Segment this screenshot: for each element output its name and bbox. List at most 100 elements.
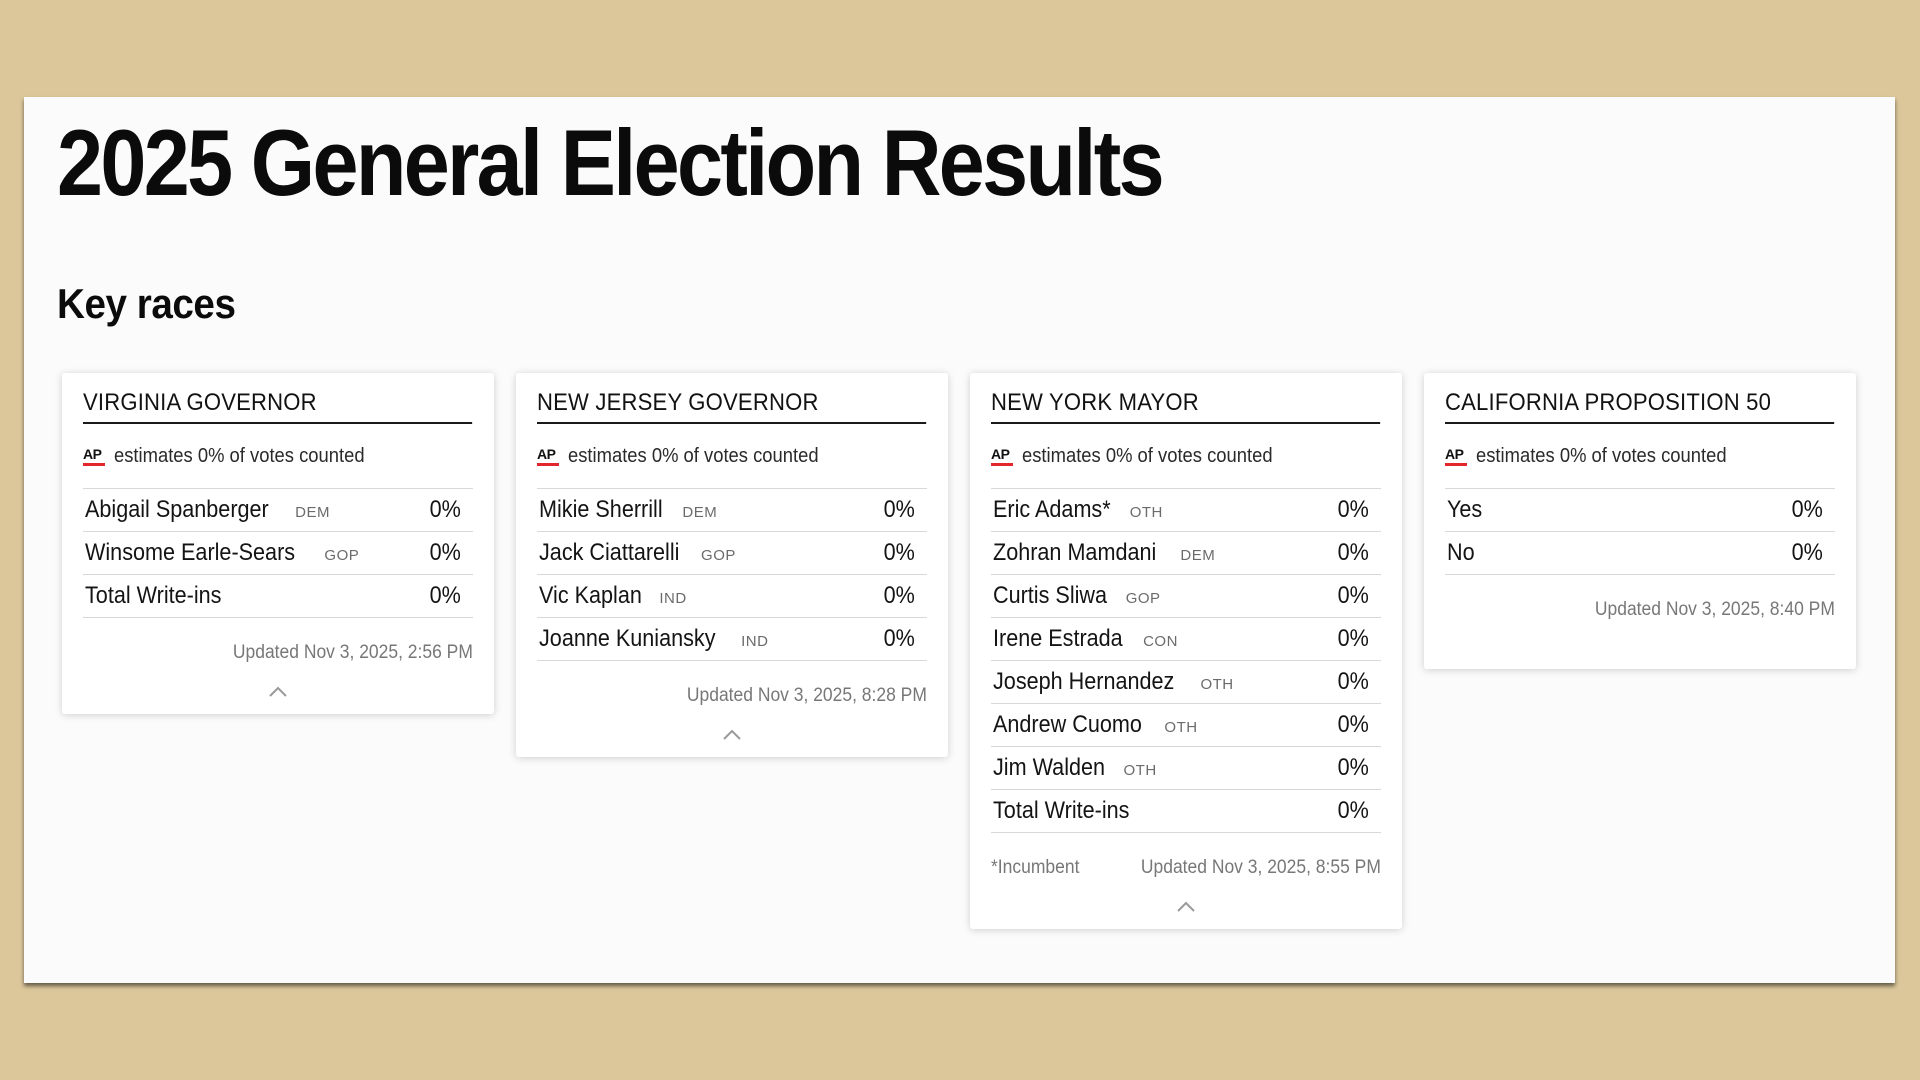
updated-line: Updated Nov 3, 2025, 2:56 PM [83,618,473,688]
candidate-percent: 0% [1791,496,1824,523]
candidate-name: Jim Walden [993,754,1106,781]
page-title: 2025 General Election Results [57,110,1165,215]
ap-estimate-text: estimates 0% of votes counted [114,444,365,467]
ap-estimate-line: AP estimates 0% of votes counted [83,424,473,489]
candidate-percent: 0% [1791,539,1824,566]
race-title: NEW JERSEY GOVERNOR [537,389,927,424]
candidate-party: IND [659,589,687,607]
ap-logo-icon: AP [991,446,1013,466]
candidate-party: OTH [1123,761,1157,779]
candidate-row: Yes 0% [1445,489,1835,532]
candidate-name: Winsome Earle-Sears [85,539,296,566]
candidate-row: Andrew Cuomo OTH 0% [991,704,1381,747]
results-panel: 2025 General Election Results Key races … [24,97,1895,983]
candidate-row: No 0% [1445,532,1835,575]
candidate-row: Jack Ciattarelli GOP 0% [537,532,927,575]
candidate-row: Winsome Earle-Sears GOP 0% [83,532,473,575]
candidate-party: DEM [1180,546,1216,564]
candidate-name: Vic Kaplan [539,582,642,609]
candidate-party: GOP [1125,589,1161,607]
ap-estimate-text: estimates 0% of votes counted [1022,444,1273,467]
ap-estimate-line: AP estimates 0% of votes counted [537,424,927,489]
candidate-percent: 0% [883,539,916,566]
candidate-name: Curtis Sliwa [993,582,1108,609]
candidate-percent: 0% [1337,668,1370,695]
candidate-name: Mikie Sherrill [539,496,663,523]
candidate-name: Abigail Spanberger [85,496,269,523]
candidate-name: Jack Ciattarelli [539,539,680,566]
updated-line: *Incumbent Updated Nov 3, 2025, 8:55 PM [991,833,1381,903]
candidate-row: Joseph Hernandez OTH 0% [991,661,1381,704]
candidate-percent: 0% [1337,625,1370,652]
race-title: CALIFORNIA PROPOSITION 50 [1445,389,1835,424]
candidate-party: DEM [682,503,718,521]
candidate-party: GOP [324,546,360,564]
candidate-name: Zohran Mamdani [993,539,1157,566]
candidate-row: Joanne Kuniansky IND 0% [537,618,927,661]
race-card-california-proposition-50: CALIFORNIA PROPOSITION 50 AP estimates 0% … [1424,373,1856,669]
collapse-chevron-up-icon[interactable] [712,723,752,747]
race-title: NEW YORK MAYOR [991,389,1381,424]
candidate-percent: 0% [1337,496,1370,523]
candidate-row: Zohran Mamdani DEM 0% [991,532,1381,575]
candidate-row: Total Write-ins 0% [991,790,1381,833]
candidate-row: Vic Kaplan IND 0% [537,575,927,618]
race-cards: VIRGINIA GOVERNOR AP estimates 0% of votes… [62,373,1882,973]
candidate-name: Joseph Hernandez [993,668,1175,695]
candidate-percent: 0% [1337,754,1370,781]
candidate-name: No [1447,539,1475,566]
candidate-name: Joanne Kuniansky [539,625,716,652]
candidate-percent: 0% [1337,582,1370,609]
candidate-party: OTH [1129,503,1163,521]
race-title: VIRGINIA GOVERNOR [83,389,473,424]
candidate-name: Total Write-ins [993,797,1130,824]
updated-timestamp: Updated Nov 3, 2025, 8:40 PM [1594,599,1835,620]
candidate-percent: 0% [429,582,462,609]
ap-estimate-text: estimates 0% of votes counted [1476,444,1727,467]
candidate-row: Total Write-ins 0% [83,575,473,618]
candidate-percent: 0% [429,539,462,566]
updated-timestamp: Updated Nov 3, 2025, 2:56 PM [232,642,473,663]
updated-timestamp: Updated Nov 3, 2025, 8:28 PM [686,685,927,706]
candidate-name: Irene Estrada [993,625,1123,652]
updated-timestamp: Updated Nov 3, 2025, 8:55 PM [1140,857,1381,878]
collapse-chevron-up-icon[interactable] [258,680,298,704]
candidate-percent: 0% [1337,539,1370,566]
candidate-percent: 0% [883,582,916,609]
candidate-party: OTH [1164,718,1198,736]
updated-line: Updated Nov 3, 2025, 8:28 PM [537,661,927,731]
race-card-new-jersey-governor: NEW JERSEY GOVERNOR AP estimates 0% of vot… [516,373,948,757]
candidate-party: OTH [1200,675,1234,693]
candidate-name: Total Write-ins [85,582,222,609]
candidate-row: Jim Walden OTH 0% [991,747,1381,790]
candidate-name: Yes [1447,496,1483,523]
updated-line: Updated Nov 3, 2025, 8:40 PM [1445,575,1835,645]
race-card-virginia-governor: VIRGINIA GOVERNOR AP estimates 0% of votes… [62,373,494,714]
ap-logo-icon: AP [537,446,559,466]
candidate-name: Andrew Cuomo [993,711,1142,738]
candidate-row: Mikie Sherrill DEM 0% [537,489,927,532]
candidate-row: Abigail Spanberger DEM 0% [83,489,473,532]
candidate-percent: 0% [1337,797,1370,824]
ap-estimate-text: estimates 0% of votes counted [568,444,819,467]
ap-estimate-line: AP estimates 0% of votes counted [1445,424,1835,489]
candidate-party: GOP [701,546,736,564]
incumbent-footnote: *Incumbent [991,857,1080,878]
ap-logo-icon: AP [83,446,105,466]
candidate-percent: 0% [883,625,916,652]
collapse-chevron-up-icon[interactable] [1166,895,1206,919]
candidate-percent: 0% [1337,711,1370,738]
candidate-percent: 0% [429,496,462,523]
candidate-party: CON [1143,632,1178,650]
ap-estimate-line: AP estimates 0% of votes counted [991,424,1381,489]
candidate-party: IND [741,632,769,650]
candidate-row: Irene Estrada CON 0% [991,618,1381,661]
candidate-row: Eric Adams* OTH 0% [991,489,1381,532]
candidate-name: Eric Adams* [993,496,1111,523]
ap-logo-icon: AP [1445,446,1467,466]
race-card-new-york-mayor: NEW YORK MAYOR AP estimates 0% of votes co… [970,373,1402,929]
candidate-party: DEM [295,503,330,521]
section-title-key-races: Key races [57,280,236,327]
candidate-row: Curtis Sliwa GOP 0% [991,575,1381,618]
candidate-percent: 0% [883,496,916,523]
